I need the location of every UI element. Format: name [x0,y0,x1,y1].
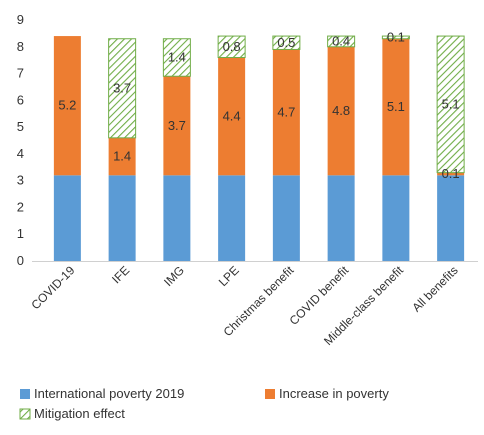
data-label: 1.4 [168,49,186,64]
y-tick-label: 9 [17,12,24,27]
x-tick-label: COVID-19 [28,263,77,312]
data-label: 0.5 [277,35,295,50]
legend-label: International poverty 2019 [34,386,184,401]
bar-segment-mitigation-effect [217,35,246,58]
bar-segment-mitigation-effect [436,35,465,174]
data-label: 3.7 [113,80,131,95]
data-label: 0.1 [442,166,460,181]
legend-swatch [19,408,31,420]
bar-segment-international-poverty [163,175,191,261]
legend-swatch [265,389,275,399]
bar-segment-increase-in-poverty [437,172,465,176]
data-label: 4.4 [223,108,241,123]
data-label: 0.8 [223,39,241,54]
bar-segment-increase-in-poverty [108,137,136,176]
y-tick-label: 6 [17,92,24,107]
bar-segment-mitigation-effect [272,35,301,50]
bar-segment-increase-in-poverty [382,38,410,176]
data-label: 0.1 [387,29,405,44]
bar-segment-increase-in-poverty [163,76,191,176]
bar-segment-international-poverty [437,175,465,261]
bar-segment-increase-in-poverty [218,57,246,176]
y-tick-label: 4 [17,146,24,161]
y-tick-label: 2 [17,199,24,214]
x-tick-label: LPE [216,263,242,289]
x-tick-label: IMG [161,263,187,289]
y-tick-label: 1 [17,226,24,241]
x-tick-label: All benefits [409,263,460,314]
bar-segment-international-poverty [108,175,136,261]
bar-segment-international-poverty [327,175,355,261]
data-label: 5.1 [387,99,405,114]
bar-segment-increase-in-poverty [53,36,81,176]
legend: International poverty 2019 Increase in po… [19,386,389,421]
data-label: 4.8 [332,103,350,118]
bar-segment-international-poverty [382,175,410,261]
x-tick-label: IFE [109,263,132,286]
legend-swatch [20,389,30,399]
legend-label: Increase in poverty [279,386,389,401]
legend-label: Mitigation effect [34,406,125,421]
bar-segment-mitigation-effect [108,38,137,139]
y-tick-label: 7 [17,66,24,81]
y-tick-label: 8 [17,39,24,54]
data-label: 0.4 [332,33,350,48]
y-tick-label: 0 [17,253,24,268]
data-label: 5.1 [442,96,460,111]
y-tick-label: 5 [17,119,24,134]
data-label: 3.7 [168,118,186,133]
bars [53,35,465,261]
data-label: 5.2 [58,98,76,113]
data-label: 1.4 [113,149,131,164]
bar-segment-mitigation-effect [381,35,410,40]
y-tick-label: 3 [17,173,24,188]
bar-segment-international-poverty [272,175,300,261]
bar-segment-mitigation-effect [327,35,356,48]
bar-segment-international-poverty [218,175,246,261]
bar-segment-mitigation-effect [162,38,191,77]
bar-segment-international-poverty [53,175,81,261]
bar-segment-increase-in-poverty [327,46,355,176]
data-labels: 5.2 1.4 3.7 3.7 1.4 4.4 0.8 4.7 0.5 4.8 0.4 5.1 0.1 0… [58,29,459,181]
bar-segment-increase-in-poverty [272,49,300,176]
data-label: 4.7 [277,104,295,119]
y-axis: 0 1 2 3 4 5 6 7 8 9 [17,12,24,268]
